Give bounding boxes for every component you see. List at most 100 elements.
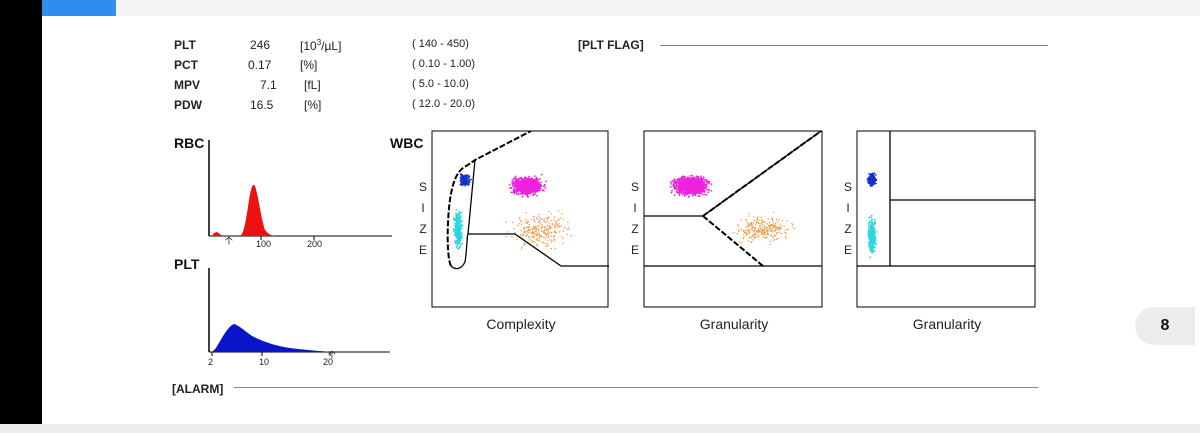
scatter-point [550, 241, 553, 243]
scatter-point [547, 230, 549, 232]
scatter-point [875, 179, 878, 182]
scatter-point [746, 225, 748, 227]
scatter-point [732, 231, 734, 234]
scatter-point [870, 246, 872, 249]
scatter-point [525, 211, 527, 214]
scatter-point [703, 193, 706, 196]
scatter-point [680, 188, 683, 191]
scatter-point [549, 227, 551, 229]
scatter-point [872, 234, 874, 237]
scatter-point [527, 220, 530, 223]
scatter-point [756, 221, 758, 224]
scatter-point [521, 233, 523, 235]
scatter-point [548, 222, 551, 224]
scatter-point [676, 178, 679, 181]
scatter-point [681, 176, 683, 179]
scatter-point [554, 216, 556, 218]
scatter-point [520, 248, 523, 251]
scatter-point [673, 194, 676, 196]
scatter-point [755, 220, 757, 222]
scatter-point [701, 193, 704, 196]
scatter-point [524, 186, 526, 189]
scatter-point [538, 235, 540, 238]
top-tab-indicator[interactable] [42, 0, 116, 16]
scatter-point [524, 189, 527, 192]
scatter-point [537, 189, 540, 192]
scatter-point [525, 193, 528, 196]
scatter-point [538, 228, 540, 230]
scatter-point [776, 238, 778, 240]
scatter-point [530, 190, 532, 193]
scatter-point [467, 184, 470, 186]
scatter-point [776, 218, 778, 221]
scatter-point [687, 189, 690, 191]
scatter-point [785, 232, 787, 235]
scatter-point [687, 179, 690, 182]
scatter-point [459, 246, 461, 248]
scatter-point [548, 210, 550, 213]
alarm-divider [234, 387, 1038, 388]
scatter-point [767, 218, 769, 220]
scatter-point [544, 242, 546, 245]
scatter-point [458, 211, 461, 213]
scatter-point [528, 226, 531, 228]
scatter-point [460, 173, 462, 176]
scatter-point [539, 223, 541, 225]
rbc-main-peak [240, 184, 276, 236]
scatter-point [760, 216, 762, 218]
scatter-point [531, 186, 533, 189]
scatter-point [545, 180, 547, 183]
scatter-point [538, 216, 540, 218]
param-name: PLT [174, 38, 196, 52]
scatter-point [747, 226, 750, 228]
scatter-point [869, 245, 871, 248]
scatter-point [535, 228, 537, 231]
scatter-point [464, 174, 467, 177]
scatter-point [771, 217, 773, 220]
scatter-point [542, 185, 545, 188]
scatter-point [684, 188, 687, 191]
scatter-point [766, 234, 768, 236]
scatter-point [752, 222, 755, 224]
scatter-point [703, 181, 705, 183]
scatter-point [535, 227, 537, 229]
scatter-point [783, 225, 785, 227]
scatter-point [752, 234, 754, 236]
scatter-point [537, 221, 539, 224]
scatter-point [872, 225, 875, 228]
scatter-point [459, 183, 462, 186]
scatter-point [520, 223, 523, 225]
scatter-point [869, 229, 871, 232]
plt-flag-divider [660, 45, 1048, 46]
scatter-point [764, 237, 767, 239]
scatter-point [682, 181, 685, 184]
scatter-point [749, 222, 752, 225]
scatter-point [511, 180, 513, 183]
scatter-point [773, 229, 776, 231]
scatter-point [872, 243, 874, 246]
scatter-point [771, 220, 774, 222]
scatter-point [867, 181, 870, 184]
scatter-point [867, 244, 870, 246]
scatter-point [681, 180, 683, 183]
scatter-point [550, 213, 553, 215]
page-number-badge[interactable]: 8 [1135, 307, 1195, 345]
scatter-point [749, 236, 751, 239]
plt-tick-label: 20 [323, 357, 334, 367]
scatter-point [522, 182, 525, 185]
scatter-point [455, 242, 457, 245]
scatter-point [505, 221, 507, 223]
scatter-point [763, 221, 766, 223]
scatter-point [535, 177, 538, 180]
scatter-point [875, 243, 878, 246]
scatter-point [542, 230, 545, 233]
scatter-point [519, 220, 522, 222]
scatter-point [541, 229, 543, 231]
scatter-point [700, 191, 703, 194]
scatter-point [526, 195, 529, 198]
scatter-point [875, 174, 877, 176]
scatter-point [455, 214, 458, 217]
scatter-point [743, 230, 745, 232]
scatter-point [685, 178, 688, 180]
scatter-point [454, 233, 457, 236]
